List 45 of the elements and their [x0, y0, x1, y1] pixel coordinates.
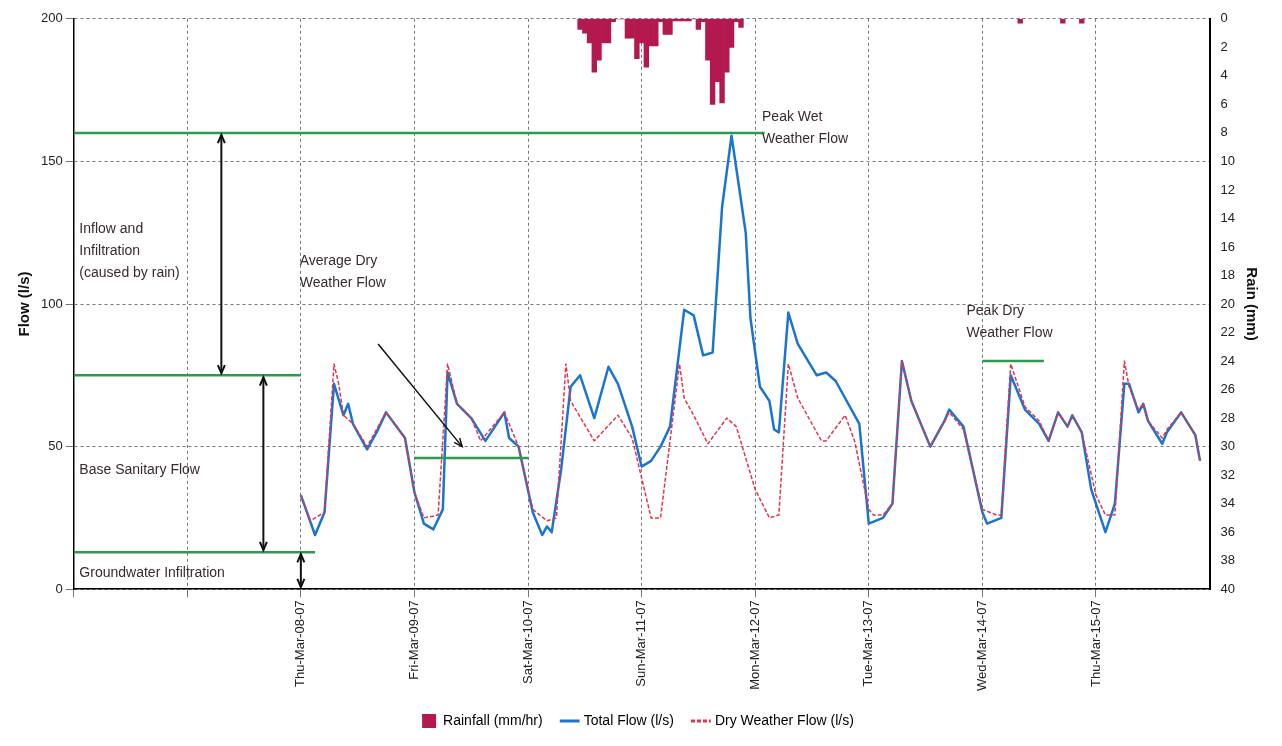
y-tick-label: 150 — [40, 152, 63, 168]
y2-tick-label: 18 — [1220, 267, 1236, 283]
y2-tick-label: 24 — [1220, 352, 1236, 368]
y-tick-label: 50 — [48, 438, 63, 454]
y-axis-title: Flow (l/s) — [15, 271, 33, 337]
x-tick-label: Fri-Mar-09-07 — [406, 600, 422, 680]
x-tick-label: Thu-Mar-08-07 — [292, 600, 308, 687]
x-tick-label: Sat-Mar-10-07 — [519, 600, 535, 685]
y2-tick-label: 16 — [1220, 238, 1236, 254]
legend-label: Total Flow (l/s) — [583, 711, 674, 728]
annotation: Groundwater Infiltration — [79, 564, 225, 581]
y2-tick-label: 26 — [1220, 381, 1236, 397]
y2-tick-label: 2 — [1220, 38, 1228, 54]
y2-tick-label: 8 — [1220, 124, 1228, 140]
legend-label: Rainfall (mm/hr) — [443, 711, 543, 728]
y2-tick-label: 34 — [1220, 495, 1236, 511]
y2-tick-label: 20 — [1220, 295, 1236, 311]
annotation: Base Sanitary Flow — [79, 460, 201, 477]
y2-axis-title: Rain (mm) — [1243, 267, 1261, 341]
y-tick-label: 0 — [55, 580, 63, 596]
y2-tick-label: 38 — [1220, 552, 1236, 568]
annotation: Peak Wet Weather Flow — [762, 108, 850, 147]
y2-tick-label: 28 — [1220, 409, 1236, 425]
annotation: Average Dry Weather Flow — [299, 251, 387, 290]
x-tick-label: Sun-Mar-11-07 — [633, 600, 649, 687]
y-tick-label: 200 — [40, 10, 63, 26]
y2-tick-label: 36 — [1220, 523, 1236, 539]
y2-tick-label: 12 — [1220, 181, 1236, 197]
y-tick-label: 100 — [40, 295, 63, 311]
y2-tick-label: 0 — [1220, 10, 1228, 26]
legend-label: Dry Weather Flow (l/s) — [714, 711, 854, 728]
x-tick-label: Wed-Mar-14-07 — [973, 600, 989, 692]
y2-tick-label: 14 — [1220, 210, 1236, 226]
annotation: Peak Dry Weather Flow — [966, 302, 1054, 341]
y2-tick-label: 32 — [1220, 466, 1236, 482]
annotation: Inflow and Infiltration (caused by rain) — [79, 220, 180, 281]
x-tick-label: Mon-Mar-12-07 — [746, 600, 762, 690]
x-tick-label: Thu-Mar-15-07 — [1087, 600, 1103, 687]
y2-tick-label: 40 — [1220, 580, 1236, 596]
y2-tick-label: 22 — [1220, 324, 1236, 340]
y2-tick-label: 10 — [1220, 152, 1236, 168]
y2-tick-label: 4 — [1220, 67, 1228, 83]
x-tick-label: Tue-Mar-13-07 — [860, 600, 876, 687]
y2-tick-label: 6 — [1220, 95, 1228, 111]
y2-tick-label: 30 — [1220, 438, 1236, 454]
